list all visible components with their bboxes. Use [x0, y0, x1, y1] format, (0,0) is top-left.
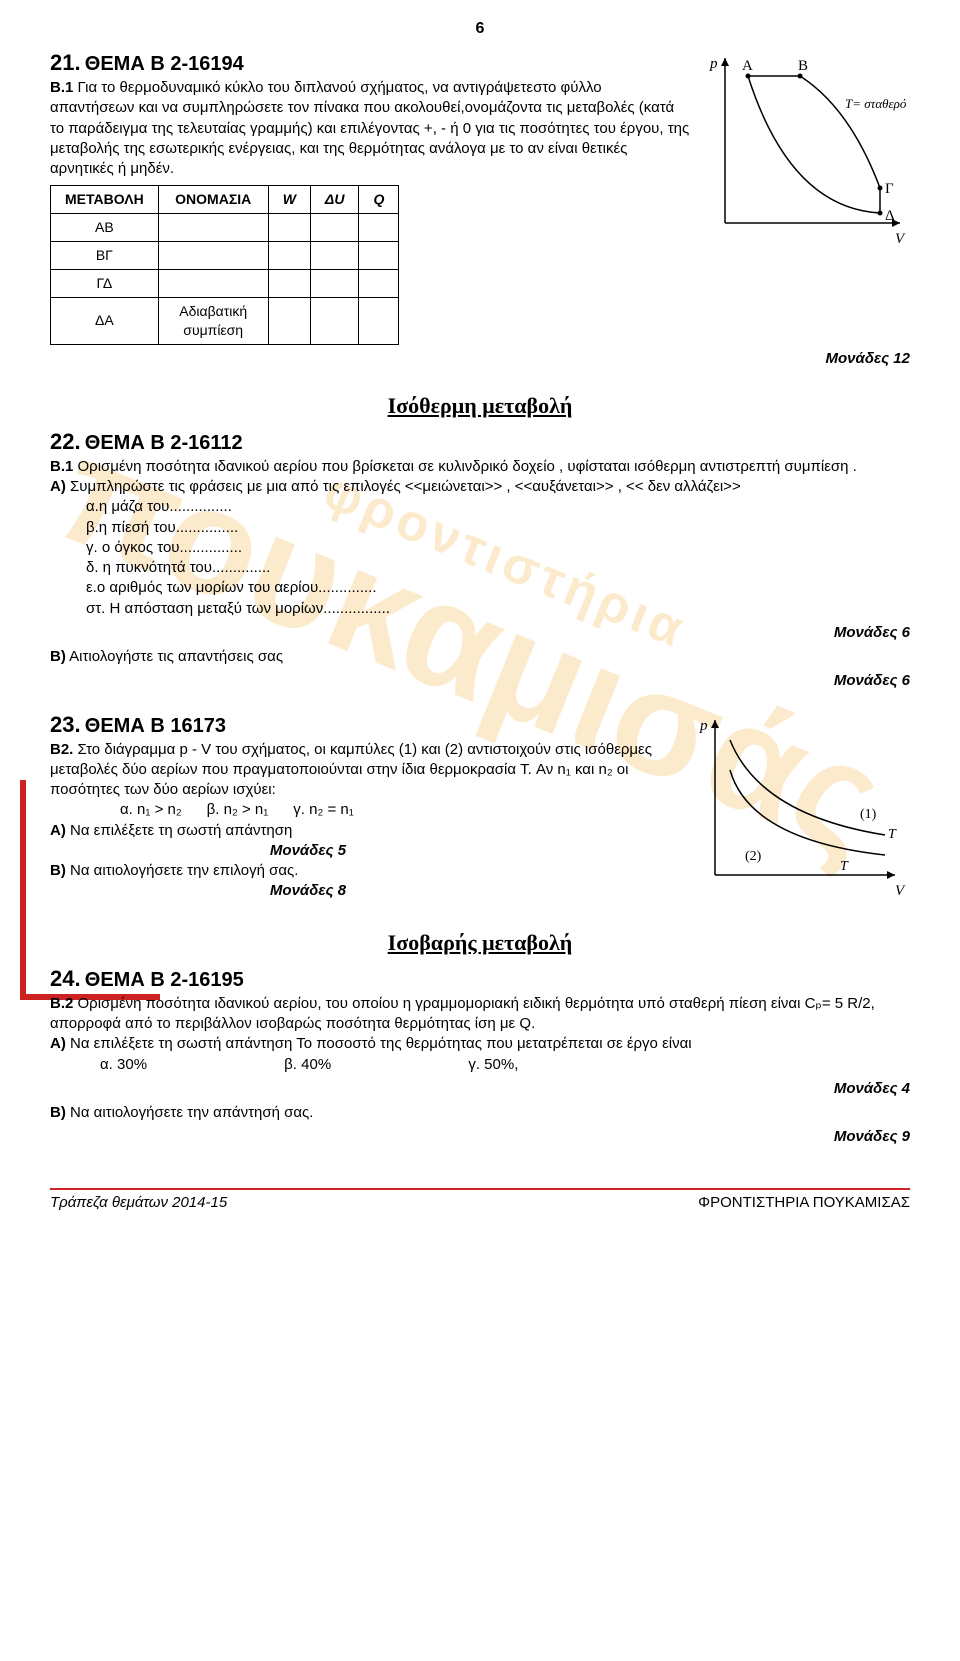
q23-a-body: Να επιλέξετε τη σωστή απάντηση [70, 822, 292, 839]
page-number: 6 [50, 20, 910, 38]
q22-number: 22. [50, 429, 81, 454]
svg-text:(1): (1) [860, 807, 877, 822]
q24-choice-c: γ. 50%, [468, 1055, 648, 1075]
q21-header: ΘΕΜΑ Β 2-16194 [85, 53, 244, 75]
svg-text:p: p [709, 56, 718, 72]
td: ΑΒ [51, 214, 159, 242]
q23-points1: Μονάδες 5 [50, 841, 566, 861]
q23-a-label: Α) [50, 822, 66, 839]
q22-body1: Ορισμένη ποσότητα ιδανικού αερίου που βρ… [78, 458, 857, 475]
th-4: Q [359, 186, 399, 214]
q22-opt-e: ε.ο αριθμός των μορίων του αερίου.......… [86, 578, 910, 598]
footer-left: Τράπεζα θεμάτων 2014-15 [50, 1194, 227, 1211]
q23-diagram: p V (1) (2) T T [690, 710, 910, 906]
td: ΒΓ [51, 242, 159, 270]
q22-points2: Μονάδες 6 [50, 671, 910, 691]
q24-b2-label: Β.2 [50, 995, 73, 1012]
svg-text:Δ: Δ [885, 208, 895, 224]
q21-diagram: p A B Γ T= σταθερό Δ V [700, 48, 910, 254]
q22-b-body: Αιτιολογήστε τις απαντήσεις σας [69, 648, 283, 665]
section-isobaric: Ισοβαρής μεταβολή [50, 930, 910, 956]
svg-text:T= σταθερό: T= σταθερό [845, 96, 907, 111]
q23-header: ΘΕΜΑ Β 16173 [85, 715, 226, 737]
svg-text:B: B [798, 58, 808, 74]
svg-text:Γ: Γ [885, 181, 894, 197]
section-isothermal: Ισόθερμη μεταβολή [50, 393, 910, 419]
q22-opt-b: β.η πίεσή του............... [86, 518, 910, 538]
q24-a-label: Α) [50, 1035, 66, 1052]
svg-text:V: V [895, 883, 906, 899]
q23-b-body: Να αιτιολογήσετε την επιλογή σας. [70, 862, 298, 879]
svg-text:(2): (2) [745, 849, 762, 864]
q22-a-label: Α) [50, 478, 66, 495]
td: ΓΔ [51, 269, 159, 297]
q24-number: 24. [50, 966, 81, 991]
q21-body: Για το θερμοδυναμικό κύκλο του διπλανού … [50, 79, 689, 177]
q24-choice-a: α. 30% [100, 1055, 280, 1075]
footer: Τράπεζα θεμάτων 2014-15 ΦΡΟΝΤΙΣΤΗΡΙΑ ΠΟΥ… [50, 1188, 910, 1211]
svg-text:A: A [742, 58, 753, 74]
q24-body: Ορισμένη ποσότητα ιδανικού αερίου, του ο… [50, 995, 875, 1032]
q24-a-body: Να επιλέξετε τη σωστή απάντηση Το ποσοστ… [70, 1035, 692, 1052]
q24-points1: Μονάδες 4 [50, 1079, 910, 1099]
question-22: 22. ΘΕΜΑ Β 2-16112 Β.1 Ορισμένη ποσότητα… [50, 427, 910, 692]
q22-b-label: Β) [50, 648, 66, 665]
q22-opt-d: δ. η πυκνότητά του.............. [86, 558, 910, 578]
question-23: p V (1) (2) T T 23. ΘΕΜΑ Β 16173 Β2. Στο… [50, 710, 910, 906]
svg-text:V: V [895, 231, 906, 247]
q21-b1-label: Β.1 [50, 79, 73, 96]
q22-header: ΘΕΜΑ Β 2-16112 [85, 432, 243, 454]
td: Αδιαβατική συμπίεση [158, 297, 268, 344]
svg-text:p: p [699, 718, 708, 734]
q23-body: Στο διάγραμμα p - V του σχήματος, οι καμ… [50, 741, 652, 799]
q23-number: 23. [50, 712, 81, 737]
q24-header: ΘΕΜΑ Β 2-16195 [85, 969, 244, 991]
q22-points1: Μονάδες 6 [50, 623, 910, 643]
q24-points2: Μονάδες 9 [50, 1127, 910, 1147]
q21-table: ΜΕΤΑΒΟΛΗ ΟΝΟΜΑΣΙΑ W ΔU Q ΑΒ ΒΓ ΓΔ ΔΑΑδια… [50, 185, 399, 344]
q22-a-body: Συμπληρώστε τις φράσεις με μια από τις ε… [70, 478, 741, 495]
question-21: p A B Γ T= σταθερό Δ V 21. ΘΕΜΑ Β 2-1619… [50, 48, 910, 369]
footer-right: ΦΡΟΝΤΙΣΤΗΡΙΑ ΠΟΥΚΑΜΙΣΑΣ [698, 1194, 910, 1211]
q24-b-body: Να αιτιολογήσετε την απάντησή σας. [70, 1104, 313, 1121]
q23-b2-label: Β2. [50, 741, 73, 758]
td: ΔΑ [51, 297, 159, 344]
q23-b-label: Β) [50, 862, 66, 879]
q21-points: Μονάδες 12 [50, 349, 910, 369]
q22-b1-label: Β.1 [50, 458, 73, 475]
question-24: 24. ΘΕΜΑ Β 2-16195 Β.2 Ορισμένη ποσότητα… [50, 964, 910, 1148]
th-0: ΜΕΤΑΒΟΛΗ [51, 186, 159, 214]
th-1: ΟΝΟΜΑΣΙΑ [158, 186, 268, 214]
q22-opt-a: α.η μάζα του............... [86, 497, 910, 517]
svg-text:T: T [888, 827, 897, 842]
q24-choice-b: β. 40% [284, 1055, 464, 1075]
q21-number: 21. [50, 50, 81, 75]
q22-opt-st: στ. Η απόσταση μεταξύ των μορίων........… [86, 599, 910, 619]
th-2: W [268, 186, 310, 214]
q24-b-label: Β) [50, 1104, 66, 1121]
q23-points2: Μονάδες 8 [50, 881, 566, 901]
svg-text:T: T [840, 859, 849, 874]
th-3: ΔU [310, 186, 359, 214]
q22-opt-c: γ. ο όγκος του............... [86, 538, 910, 558]
